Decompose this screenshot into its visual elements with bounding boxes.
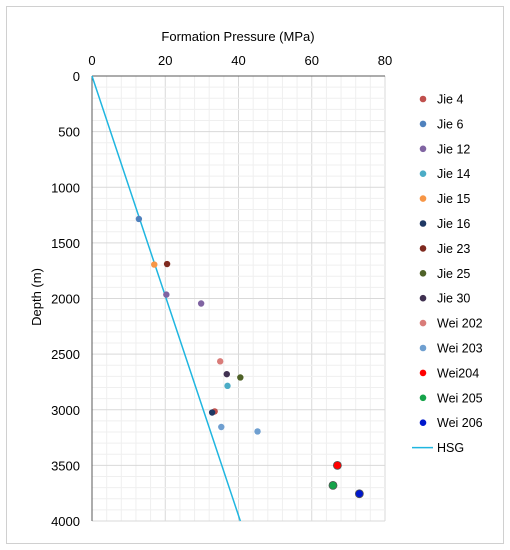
gridlines	[91, 75, 386, 522]
legend-label: Jie 15	[437, 192, 470, 206]
y-tick-label: 1500	[51, 236, 80, 251]
x-tick-label: 40	[231, 53, 245, 68]
legend-marker	[419, 394, 427, 402]
data-point	[354, 489, 364, 499]
legend-marker	[419, 319, 427, 327]
x-axis-title: Formation Pressure (MPa)	[161, 29, 314, 44]
legend-label: Wei 202	[437, 317, 483, 331]
legend-marker	[419, 245, 427, 252]
legend-label: Jie 25	[437, 267, 470, 281]
legend: Jie 4 Jie 6 Jie 12 Jie 14 Jie 15 Jie 16 Jie 23…	[412, 93, 483, 455]
tick-labels: 0 20 40 60 80 0 500 1000 1500 2000 2500 3000 3500 400…	[51, 53, 392, 529]
y-tick-label: 1000	[51, 180, 80, 195]
data-point	[224, 382, 231, 390]
legend-label: Wei 203	[437, 342, 483, 356]
data-point	[135, 215, 143, 223]
y-tick-label: 2000	[51, 292, 80, 307]
data-point	[151, 261, 158, 268]
data-point	[163, 260, 171, 268]
y-axis-title: Depth (m)	[29, 268, 44, 326]
legend-marker	[419, 195, 427, 202]
y-tick-label: 500	[58, 125, 80, 140]
legend-marker	[419, 120, 427, 128]
legend-label: Jie 14	[437, 167, 470, 181]
legend-label: HSG	[437, 441, 464, 455]
legend-label: Wei204	[437, 366, 479, 380]
data-point	[216, 358, 224, 365]
data-point	[237, 374, 244, 381]
legend-label: Jie 16	[437, 217, 470, 231]
y-tick-label: 3000	[51, 403, 80, 418]
data-point	[197, 300, 205, 307]
data-point	[163, 291, 170, 298]
legend-marker	[419, 294, 427, 302]
y-tick-label: 2500	[51, 347, 80, 362]
legend-label: Wei 205	[437, 391, 483, 405]
legend-marker	[419, 95, 427, 103]
legend-marker	[419, 419, 427, 427]
x-tick-label: 80	[378, 53, 392, 68]
legend-marker	[419, 369, 427, 377]
legend-label: Jie 4	[437, 93, 463, 107]
x-tick-label: 0	[88, 53, 95, 68]
data-point	[328, 480, 338, 490]
legend-marker	[419, 170, 427, 177]
y-tick-label: 4000	[51, 514, 80, 529]
data-point	[332, 460, 342, 470]
legend-label: Wei 206	[437, 416, 483, 430]
legend-marker	[419, 220, 427, 227]
data-point	[218, 423, 225, 431]
data-points	[135, 215, 364, 499]
y-tick-label: 0	[73, 69, 80, 84]
legend-label: Jie 6	[437, 117, 463, 131]
legend-label: Jie 30	[437, 292, 470, 306]
x-tick-label: 60	[305, 53, 319, 68]
data-point	[223, 370, 230, 378]
legend-label: Jie 12	[437, 142, 470, 156]
data-point	[208, 409, 216, 416]
axes	[91, 75, 385, 521]
hsg-line	[91, 75, 242, 522]
legend-marker	[419, 344, 427, 352]
data-point	[254, 428, 261, 435]
y-tick-label: 3500	[51, 458, 80, 473]
legend-label: Jie 23	[437, 242, 470, 256]
series-lines	[91, 75, 242, 522]
legend-marker	[419, 145, 427, 153]
x-tick-label: 20	[158, 53, 172, 68]
legend-marker	[419, 270, 427, 277]
